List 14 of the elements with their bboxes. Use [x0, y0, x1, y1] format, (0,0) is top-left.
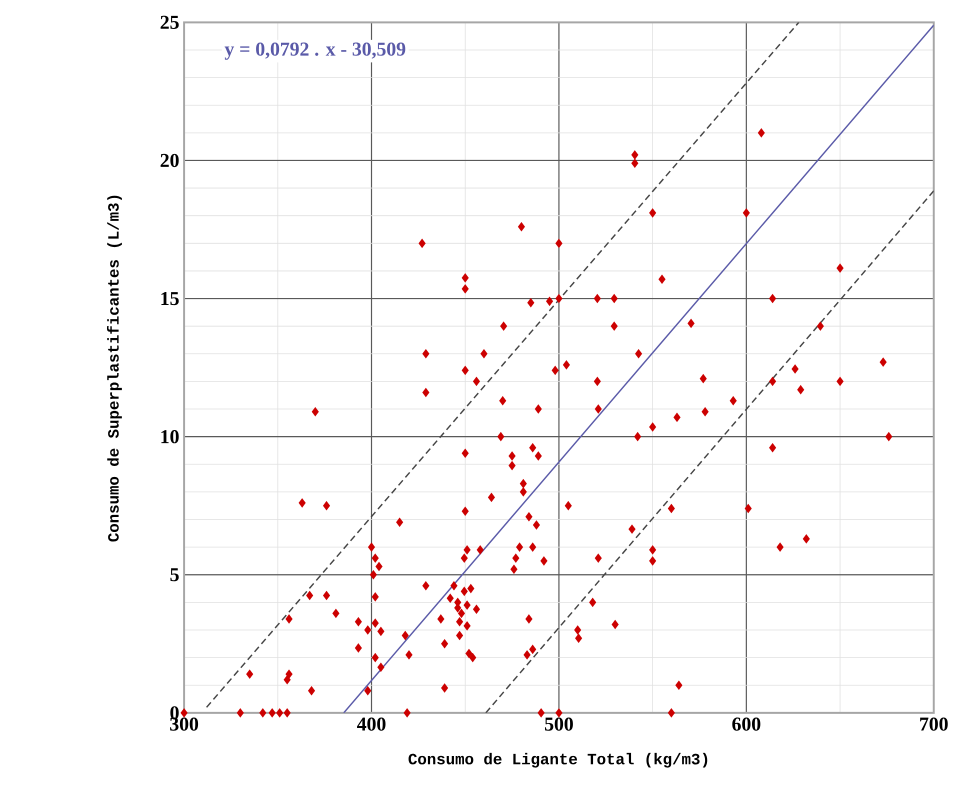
- x-tick-label: 400: [357, 717, 386, 730]
- y-tick-label: 15: [161, 292, 179, 305]
- y-tick-label: 20: [160, 154, 179, 167]
- x-axis-title: Consumo de Ligante Total (kg/m3): [408, 752, 708, 768]
- x-tick-label: 600: [732, 717, 760, 730]
- y-tick-label: 10: [161, 430, 179, 444]
- y-axis-title: Consumo de Superplastificantes (L/m3): [106, 195, 122, 542]
- y-tick-label: 0: [170, 706, 179, 720]
- x-tick-label: 500: [544, 717, 573, 730]
- annotation: y = 0,0792 . x - 30,509: [224, 42, 406, 60]
- x-tick-label: 700: [920, 717, 948, 730]
- y-tick-label: 5: [170, 568, 179, 582]
- x-tick-label: 300: [170, 717, 198, 730]
- y-tick-label: 25: [160, 16, 179, 29]
